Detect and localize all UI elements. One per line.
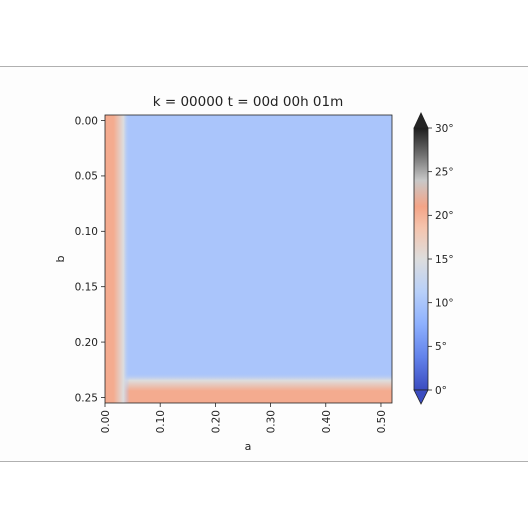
colorbar-tick-label: 0° bbox=[435, 385, 447, 397]
x-tick-label: 0.40 bbox=[321, 410, 333, 433]
colorbar-tick-label: 15° bbox=[435, 254, 454, 266]
chart-title: k = 00000 t = 00d 00h 01m bbox=[153, 94, 344, 110]
colorbar-top-extension bbox=[413, 112, 429, 129]
y-tick-label: 0.05 bbox=[75, 171, 98, 183]
colorbar-tick-label: 5° bbox=[435, 341, 447, 353]
colorbar: 0° 5° 10° 15° 20° 25° 30° bbox=[413, 112, 454, 405]
interior-field bbox=[105, 115, 392, 403]
y-tick-label: 0.10 bbox=[75, 226, 98, 238]
left-boundary-band bbox=[105, 115, 130, 403]
y-tick-label: 0.00 bbox=[75, 115, 98, 127]
colorbar-body bbox=[413, 127, 429, 391]
x-axis-label: a bbox=[245, 440, 252, 453]
y-tick-label: 0.20 bbox=[75, 337, 98, 349]
y-tick-label: 0.25 bbox=[75, 392, 98, 404]
colorbar-ticks: 0° 5° 10° 15° 20° 25° 30° bbox=[428, 123, 454, 397]
bottom-boundary-band bbox=[105, 372, 392, 403]
colorbar-tick-label: 20° bbox=[435, 210, 454, 222]
y-tick-label: 0.15 bbox=[75, 281, 98, 293]
plot-area bbox=[105, 115, 392, 403]
y-axis: 0.00 0.05 0.10 0.15 0.20 0.25 bbox=[75, 115, 105, 404]
top-frame-line bbox=[0, 66, 528, 67]
colorbar-tick-label: 10° bbox=[435, 297, 454, 309]
x-tick-label: 0.10 bbox=[155, 410, 167, 433]
colorbar-tick-label: 25° bbox=[435, 166, 454, 178]
x-tick-label: 0.50 bbox=[376, 410, 388, 433]
x-axis: 0.00 0.10 0.20 0.30 0.40 0.50 bbox=[100, 403, 388, 433]
x-tick-label: 0.20 bbox=[210, 410, 222, 433]
colorbar-bottom-extension bbox=[413, 389, 429, 405]
plot-frame bbox=[104, 114, 393, 404]
bottom-frame-line bbox=[0, 461, 528, 462]
x-tick-label: 0.30 bbox=[266, 410, 278, 433]
y-axis-label: b bbox=[54, 255, 67, 262]
colorbar-tick-label: 30° bbox=[435, 123, 454, 135]
x-tick-label: 0.00 bbox=[100, 410, 112, 433]
